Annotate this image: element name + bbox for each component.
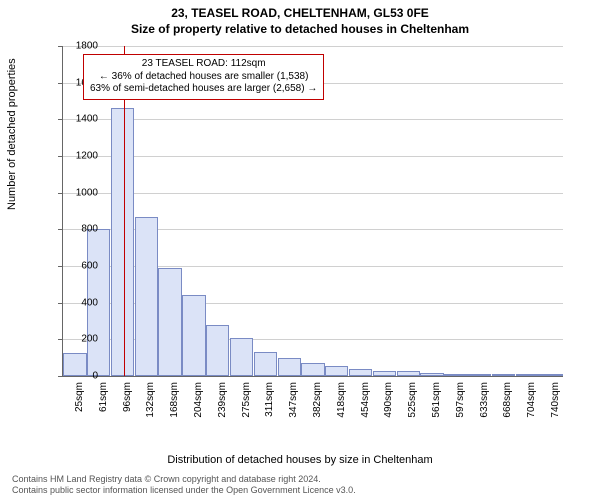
histogram-bar [444, 374, 467, 376]
y-tick-label: 600 [62, 261, 98, 272]
y-tick-mark [58, 119, 62, 120]
histogram-bar [420, 373, 443, 376]
x-tick-label: 311sqm [264, 382, 275, 432]
y-tick-mark [58, 303, 62, 304]
histogram-bar [230, 338, 253, 377]
chart-subtitle: Size of property relative to detached ho… [0, 20, 600, 36]
histogram-bar [325, 366, 348, 376]
histogram-bar [206, 325, 229, 376]
x-tick-label: 239sqm [217, 382, 228, 432]
y-tick-mark [58, 193, 62, 194]
x-tick-label: 418sqm [336, 382, 347, 432]
y-tick-mark [58, 266, 62, 267]
histogram-bar [254, 352, 277, 376]
annotation-line2: ← 36% of detached houses are smaller (1,… [90, 71, 317, 84]
x-tick-label: 275sqm [241, 382, 252, 432]
histogram-bar [111, 108, 134, 376]
chart-container: 23, TEASEL ROAD, CHELTENHAM, GL53 0FE Si… [0, 0, 600, 500]
grid-line [63, 156, 563, 157]
x-tick-label: 25sqm [74, 382, 85, 432]
y-tick-label: 1000 [62, 187, 98, 198]
y-tick-mark [58, 229, 62, 230]
grid-line [63, 46, 563, 47]
histogram-bar [516, 374, 539, 376]
grid-line [63, 119, 563, 120]
x-axis-label: Distribution of detached houses by size … [0, 454, 600, 466]
x-tick-label: 561sqm [431, 382, 442, 432]
x-tick-label: 597sqm [455, 382, 466, 432]
y-tick-label: 1200 [62, 151, 98, 162]
histogram-bar [135, 217, 158, 377]
x-tick-label: 454sqm [360, 382, 371, 432]
x-tick-label: 132sqm [145, 382, 156, 432]
histogram-bar [278, 358, 301, 376]
footer-line1: Contains HM Land Registry data © Crown c… [12, 474, 356, 485]
x-tick-label: 204sqm [193, 382, 204, 432]
histogram-bar [158, 268, 181, 376]
footer-text: Contains HM Land Registry data © Crown c… [12, 474, 356, 497]
histogram-bar [182, 295, 205, 376]
histogram-bar [492, 374, 515, 376]
chart-title-address: 23, TEASEL ROAD, CHELTENHAM, GL53 0FE [0, 0, 600, 20]
annotation-box: 23 TEASEL ROAD: 112sqm ← 36% of detached… [83, 54, 324, 100]
x-tick-label: 490sqm [383, 382, 394, 432]
y-tick-mark [58, 83, 62, 84]
y-tick-label: 1800 [62, 41, 98, 52]
y-tick-mark [58, 46, 62, 47]
footer-line2: Contains public sector information licen… [12, 485, 356, 496]
y-tick-mark [58, 156, 62, 157]
histogram-bar [349, 369, 372, 376]
x-tick-label: 633sqm [479, 382, 490, 432]
histogram-bar [539, 374, 562, 376]
histogram-bar [301, 363, 324, 376]
y-tick-mark [58, 376, 62, 377]
histogram-bar [373, 371, 396, 377]
histogram-bar [468, 374, 491, 376]
y-tick-label: 200 [62, 334, 98, 345]
annotation-line1: 23 TEASEL ROAD: 112sqm [90, 58, 317, 71]
x-tick-label: 168sqm [169, 382, 180, 432]
x-tick-label: 347sqm [288, 382, 299, 432]
y-axis-label: Number of detached properties [6, 58, 18, 210]
x-tick-label: 740sqm [550, 382, 561, 432]
x-tick-label: 61sqm [98, 382, 109, 432]
x-tick-label: 525sqm [407, 382, 418, 432]
x-tick-label: 382sqm [312, 382, 323, 432]
y-tick-label: 1400 [62, 114, 98, 125]
y-tick-label: 400 [62, 297, 98, 308]
annotation-line3: 63% of semi-detached houses are larger (… [90, 83, 317, 96]
x-tick-label: 704sqm [526, 382, 537, 432]
y-tick-mark [58, 339, 62, 340]
y-tick-label: 800 [62, 224, 98, 235]
x-tick-label: 668sqm [502, 382, 513, 432]
grid-line [63, 193, 563, 194]
y-tick-label: 0 [62, 371, 98, 382]
x-tick-label: 96sqm [122, 382, 133, 432]
histogram-bar [397, 371, 420, 376]
